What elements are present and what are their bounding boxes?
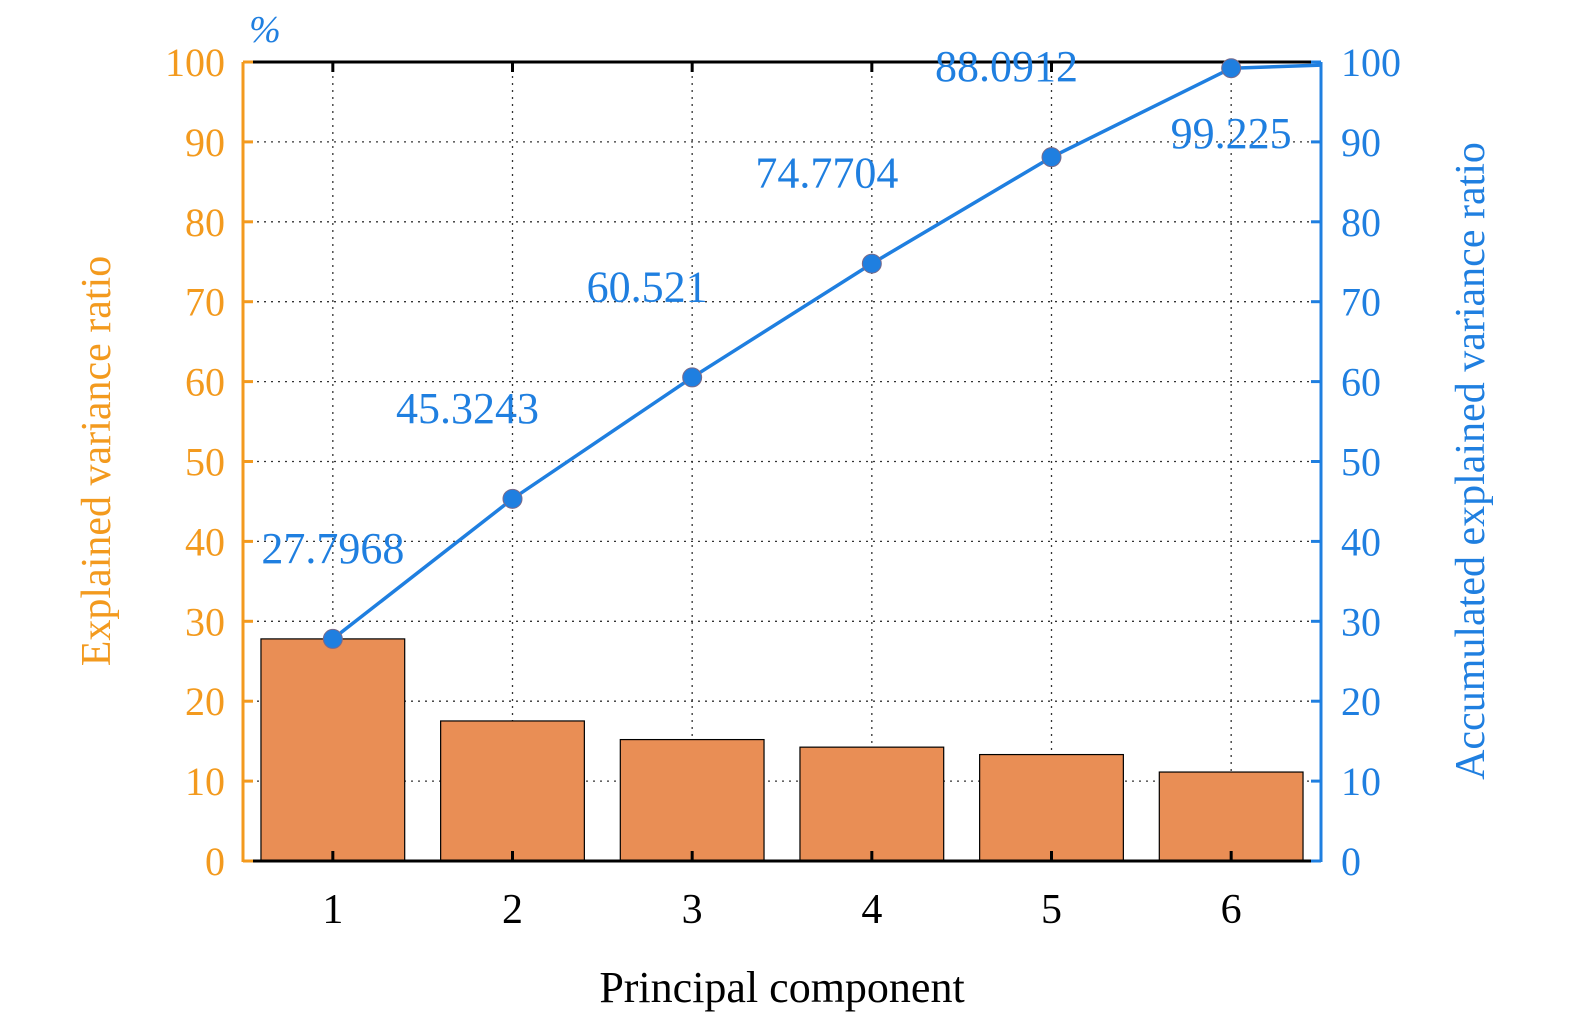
accumulated-point-pc-4 <box>861 253 882 274</box>
data-label-pc-1: 27.7968 <box>261 524 404 573</box>
left-tick-label: 20 <box>185 679 225 724</box>
bar-pc-5 <box>979 753 1124 862</box>
right-tick-label: 90 <box>1341 120 1381 165</box>
right-tick-label: 60 <box>1341 360 1381 405</box>
x-tick-label: 1 <box>322 887 343 933</box>
right-tick-label: 30 <box>1341 599 1381 644</box>
data-label-pc-6: 99.225 <box>1171 109 1292 158</box>
right-tick-label: 0 <box>1341 839 1361 884</box>
x-tick-label: 5 <box>1041 887 1062 933</box>
bar-pc-1 <box>260 638 406 862</box>
accumulated-point-pc-2 <box>502 488 523 509</box>
unit-label: % <box>249 9 281 51</box>
left-tick-label: 50 <box>185 440 225 485</box>
left-tick-label: 90 <box>185 120 225 165</box>
accumulated-point-pc-5 <box>1041 147 1062 168</box>
right-tick-label: 20 <box>1341 679 1381 724</box>
left-tick-label: 10 <box>185 759 225 804</box>
bar-pc-4 <box>799 746 945 862</box>
bar-pc-2 <box>440 720 585 862</box>
right-tick-label: 70 <box>1341 280 1381 325</box>
accumulated-line <box>322 58 1322 649</box>
left-tick-label: 40 <box>185 519 225 564</box>
right-tick-label: 50 <box>1341 440 1381 485</box>
left-tick-label: 60 <box>185 360 225 405</box>
right-tick-label: 40 <box>1341 519 1381 564</box>
x-tick-label: 2 <box>502 887 523 933</box>
axes <box>241 60 1323 863</box>
data-label-pc-2: 45.3243 <box>396 384 539 433</box>
accumulated-point-pc-3 <box>682 367 703 388</box>
left-tick-label: 0 <box>205 839 225 884</box>
right-axis-title: Accumulated explained variance ratio <box>1448 142 1494 780</box>
grid <box>243 62 1321 861</box>
bar-pc-6 <box>1158 771 1304 862</box>
data-label-pc-3: 60.521 <box>587 262 708 311</box>
left-tick-label: 80 <box>185 200 225 245</box>
right-tick-label: 100 <box>1341 40 1401 85</box>
x-tick-label: 4 <box>861 887 882 933</box>
labels: 0 0 10 10 20 20 30 30 40 40 50 50 60 60 70 70 80 80 90 90 10… <box>165 40 1401 933</box>
x-axis-title: Principal component <box>599 963 964 1012</box>
left-tick-label: 30 <box>185 599 225 644</box>
data-label-pc-4: 74.7704 <box>755 149 898 198</box>
x-tick-label: 3 <box>682 887 703 933</box>
bars <box>260 638 1304 862</box>
accumulated-point-pc-6 <box>1221 58 1242 79</box>
data-label-pc-5: 88.0912 <box>935 42 1078 91</box>
left-tick-label: 100 <box>165 40 225 85</box>
right-tick-label: 80 <box>1341 200 1381 245</box>
left-axis-title: Explained variance ratio <box>74 256 120 666</box>
right-tick-label: 10 <box>1341 759 1381 804</box>
x-tick-label: 6 <box>1221 887 1242 933</box>
left-tick-label: 70 <box>185 280 225 325</box>
bar-pc-3 <box>619 738 765 862</box>
accumulated-point-pc-1 <box>322 628 343 649</box>
